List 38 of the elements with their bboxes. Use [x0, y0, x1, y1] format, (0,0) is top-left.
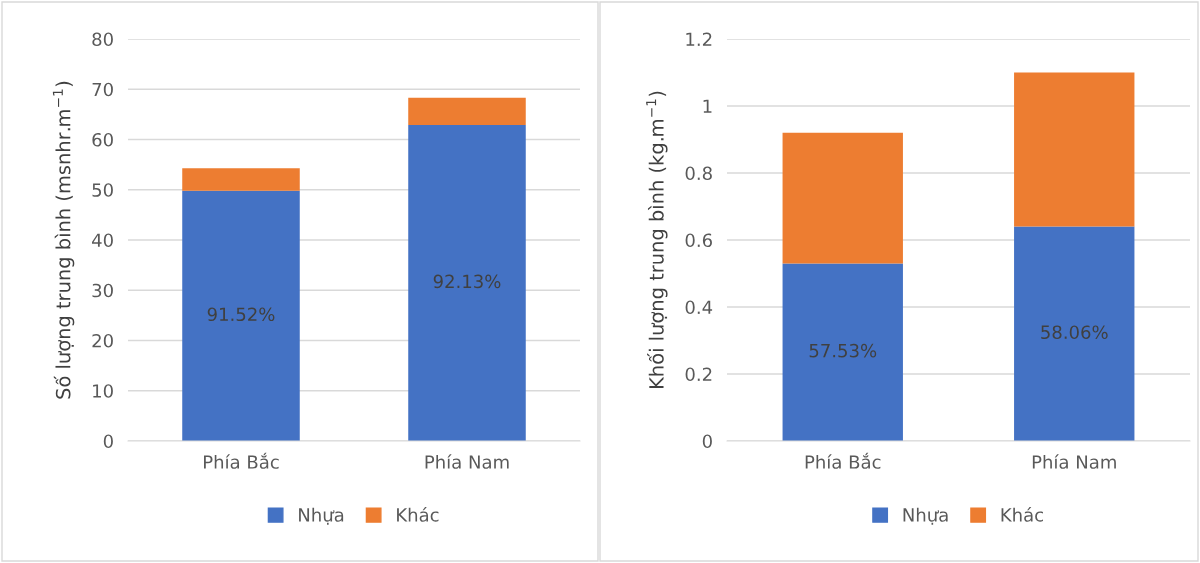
legend-label: Khác: [1001, 507, 1043, 522]
y-axis-title: Số lượng trung bình (msnhr.m$^{−1}$): [52, 81, 75, 399]
y-tick-label: 1: [703, 99, 712, 113]
y-tick-label: 20: [92, 333, 113, 348]
bar: [182, 168, 300, 191]
legend-label: Nhựa: [299, 507, 344, 525]
bar: [782, 263, 903, 441]
x-tick-label: Phía Bắc: [204, 452, 279, 469]
y-tick-label: 0: [103, 434, 113, 449]
legend-label: Khác: [397, 507, 439, 522]
y-tick-label: 0.4: [685, 300, 713, 315]
y-tick-label: 40: [92, 233, 113, 248]
bar: [1014, 72, 1135, 227]
bar: [782, 132, 903, 264]
legend-label: Nhựa: [903, 507, 948, 525]
y-tick-label: 70: [92, 82, 113, 97]
x-tick-label: Phía Nam: [425, 454, 509, 469]
y-tick-label: 0.8: [685, 166, 712, 181]
annotation: 91.52%: [207, 307, 275, 322]
x-tick-label: Phía Nam: [1032, 454, 1116, 469]
y-tick-label: 10: [93, 384, 113, 398]
y-tick-label: 60: [92, 132, 113, 147]
annotation: 58.06%: [1041, 325, 1108, 340]
x-tick-label: Phía Bắc: [805, 452, 881, 469]
bar: [408, 97, 526, 125]
y-tick-label: 0: [702, 434, 712, 449]
y-tick-label: 50: [92, 183, 113, 197]
y-tick-label: 30: [92, 283, 113, 298]
annotation: 92.13%: [433, 274, 501, 289]
bar: [408, 124, 526, 441]
bar: [182, 190, 300, 441]
y-tick-label: 0.2: [685, 367, 712, 382]
y-tick-label: 1.2: [686, 32, 712, 46]
bar: [1014, 226, 1135, 441]
y-tick-label: 0.6: [685, 233, 712, 248]
y-axis-title: Khối lượng trung bình (kg.m$^{−1}$): [646, 91, 668, 389]
annotation: 57.53%: [809, 343, 877, 358]
y-tick-label: 80: [92, 32, 113, 47]
